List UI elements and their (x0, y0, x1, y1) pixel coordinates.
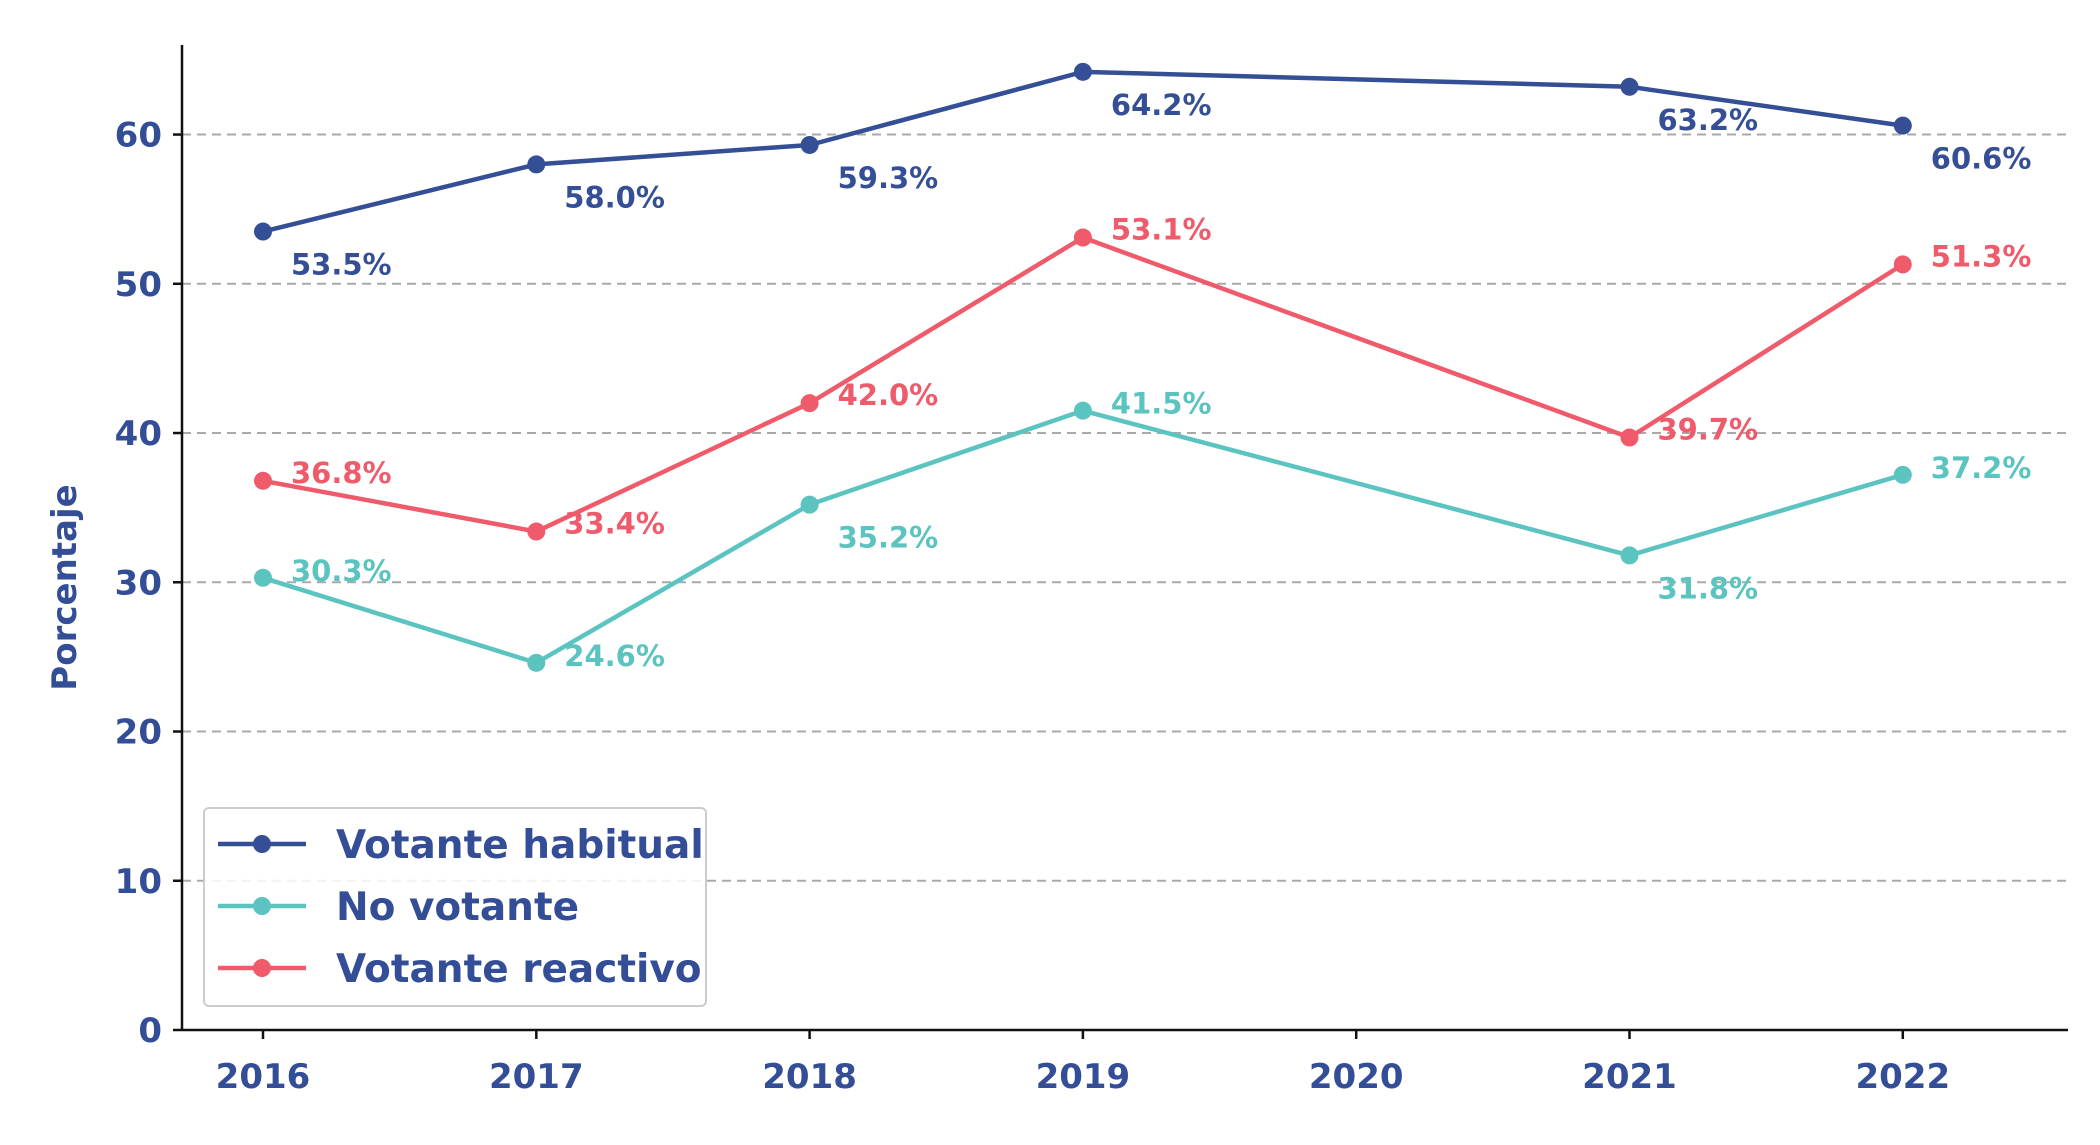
series-votante-habitual (254, 62, 1912, 241)
legend-item-votante-habitual: Votante habitual (218, 823, 704, 868)
x-tick-label: 2022 (1855, 1057, 1950, 1097)
data-label: 41.5% (1111, 387, 1212, 421)
data-point (527, 522, 546, 541)
data-label: 30.3% (291, 554, 392, 588)
data-point (527, 155, 546, 174)
x-tick-label: 2016 (216, 1057, 311, 1097)
data-point (1893, 255, 1912, 274)
series-layer (254, 62, 1912, 672)
x-tick-label: 2020 (1309, 1057, 1404, 1097)
series-line (262, 235, 1905, 534)
x-tick-label: 2018 (762, 1057, 857, 1097)
data-label: 33.4% (564, 507, 665, 541)
series-line (262, 408, 1904, 666)
data-point (254, 568, 272, 587)
y-tick-label: 50 (115, 265, 162, 305)
data-label: 53.5% (291, 248, 392, 282)
legend-swatch-marker (253, 897, 271, 915)
y-tick-label: 60 (115, 116, 162, 156)
data-label: 58.0% (564, 180, 665, 214)
legend-item-no-votante: No votante (218, 885, 579, 930)
y-tick-label: 20 (115, 713, 162, 753)
data-point (254, 222, 272, 241)
data-point (1893, 116, 1912, 135)
y-axis-ticks: 0 10 20 30 40 50 60 (115, 116, 182, 1051)
data-label: 63.2% (1658, 103, 1759, 137)
data-label: 31.8% (1658, 571, 1759, 605)
data-point (1073, 401, 1092, 420)
legend-label: Votante reactivo (336, 947, 702, 992)
data-label: 39.7% (1658, 413, 1759, 447)
data-point (1620, 428, 1639, 447)
data-label: 51.3% (1931, 239, 2032, 273)
data-point (1073, 62, 1092, 81)
data-label: 59.3% (838, 161, 939, 195)
data-point (800, 135, 819, 154)
data-point (1073, 228, 1092, 247)
x-axis-ticks: 2016 2017 2018 2019 2020 2021 2022 (216, 1030, 1950, 1097)
data-point (1893, 465, 1912, 484)
data-labels: 53.5% 58.0% 59.3% 64.2% 63.2% 60.6% 30.3% 24.6%… (291, 88, 2031, 673)
series-line (262, 69, 1904, 234)
y-tick-label: 30 (115, 563, 162, 603)
legend-item-votante-reactivo: Votante reactivo (218, 947, 702, 992)
legend-box (203, 807, 707, 1007)
y-axis-title: Porcentaje (45, 484, 85, 690)
legend-label: Votante habitual (336, 823, 704, 868)
series-no-votante (254, 401, 1912, 672)
y-tick-label: 10 (115, 862, 162, 902)
x-tick-label: 2021 (1582, 1057, 1677, 1097)
legend-label: No votante (336, 885, 579, 930)
legend-swatch-marker (253, 835, 271, 853)
series-votante-reactivo (254, 228, 1912, 541)
data-point (1620, 77, 1639, 96)
legend: Votante habitual No votante Votante reacti… (203, 807, 707, 1007)
data-label: 35.2% (838, 521, 939, 555)
x-tick-label: 2019 (1036, 1057, 1131, 1097)
legend-swatch-marker (253, 959, 271, 977)
y-tick-label: 0 (138, 1011, 162, 1051)
data-label: 53.1% (1111, 213, 1212, 247)
data-point (800, 394, 819, 413)
data-label: 36.8% (291, 456, 392, 490)
data-point (254, 471, 272, 490)
data-label: 24.6% (564, 639, 665, 673)
data-point (1620, 546, 1639, 565)
data-point (800, 495, 819, 514)
data-label: 42.0% (838, 378, 939, 412)
data-label: 64.2% (1111, 88, 1212, 122)
x-tick-label: 2017 (489, 1057, 584, 1097)
data-label: 60.6% (1931, 142, 2032, 176)
data-label: 37.2% (1931, 451, 2032, 485)
axes (180, 45, 2068, 1032)
data-point (527, 653, 546, 672)
y-tick-label: 40 (115, 414, 162, 454)
